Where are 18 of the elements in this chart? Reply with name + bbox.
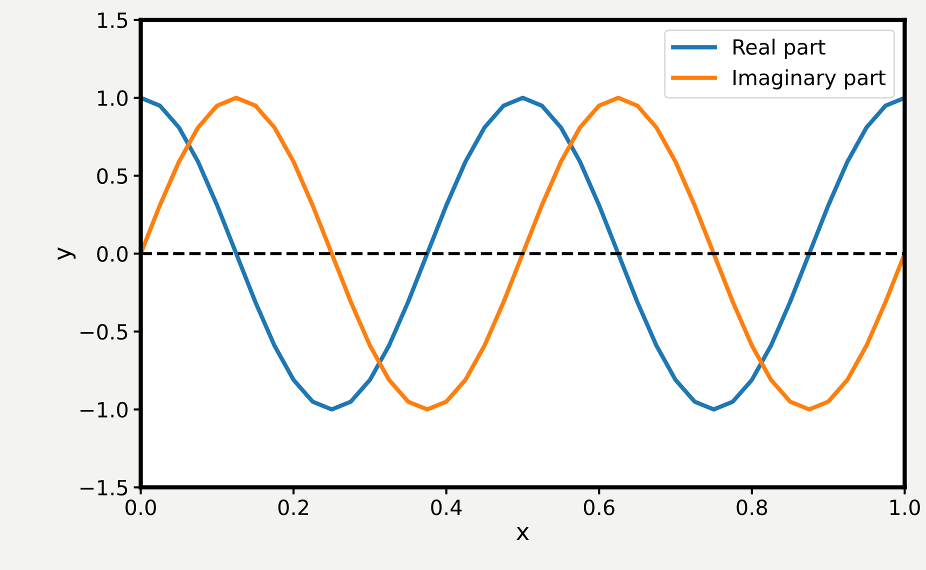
y-tick-label: 0.5 xyxy=(97,168,128,184)
y-tick-label: −1.5 xyxy=(80,480,128,496)
line-series xyxy=(140,96,905,412)
y-axis-title: y xyxy=(58,247,76,260)
y-tick-label: −1.0 xyxy=(80,402,128,418)
y-tick-label: 1.0 xyxy=(98,90,128,106)
y-tick-label: −0.5 xyxy=(80,324,128,340)
y-tick-label: 0.0 xyxy=(97,246,128,262)
x-tick-label: 0.6 xyxy=(584,500,614,516)
x-tick-label: 0.4 xyxy=(431,500,462,516)
x-tick-label: 0.8 xyxy=(736,500,768,516)
legend-label: Real part xyxy=(734,38,826,59)
x-axis-title: x xyxy=(516,527,529,540)
x-tick-label: 1.0 xyxy=(890,500,920,516)
x-tick-label: 0.0 xyxy=(126,500,156,516)
x-tick-label: 0.2 xyxy=(278,500,308,516)
legend-label: Imaginary part xyxy=(734,69,886,90)
y-tick-label: 1.5 xyxy=(98,12,128,28)
